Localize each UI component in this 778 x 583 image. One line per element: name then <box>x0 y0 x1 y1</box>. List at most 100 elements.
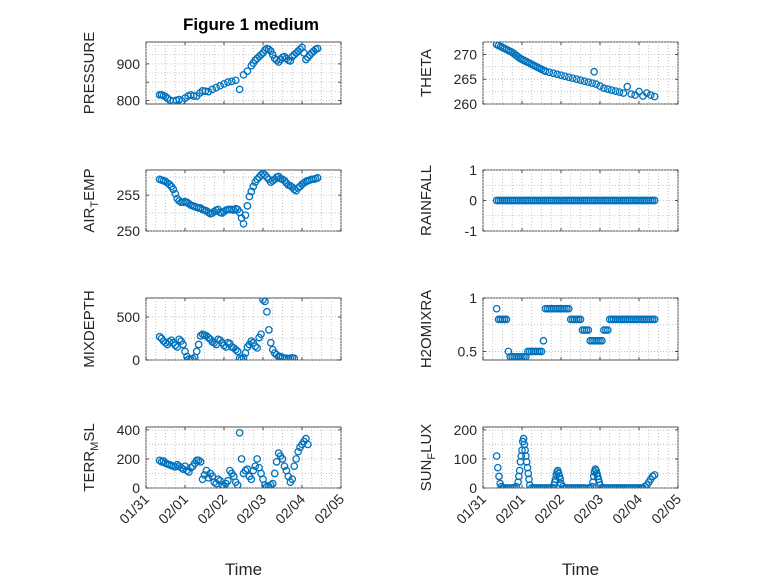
data-point <box>227 77 236 86</box>
data-point <box>261 171 269 179</box>
data-point <box>218 481 226 488</box>
data-point <box>288 475 297 484</box>
data-point <box>603 326 612 334</box>
data-point <box>253 455 261 463</box>
data-point <box>216 81 224 90</box>
data-point <box>264 45 273 54</box>
data-point <box>627 90 636 98</box>
y-tick-label: 200 <box>454 422 478 438</box>
data-point <box>290 354 299 360</box>
data-point <box>596 82 604 90</box>
series-sun_flux <box>492 434 659 488</box>
data-point <box>196 204 205 212</box>
data-point <box>497 482 506 488</box>
data-point <box>302 55 310 64</box>
data-point <box>576 76 585 85</box>
data-point <box>561 72 569 81</box>
data-point <box>266 338 275 347</box>
data-point <box>257 330 265 339</box>
y-tick-label: 0 <box>469 480 477 496</box>
data-point <box>286 57 295 65</box>
data-point <box>257 50 265 59</box>
data-point <box>251 342 260 351</box>
data-point <box>189 92 198 100</box>
data-point <box>194 340 203 349</box>
figure-title: Figure 1 medium <box>183 15 319 34</box>
data-point <box>247 337 256 345</box>
data-point <box>155 332 164 341</box>
y-tick-label: 270 <box>454 46 478 62</box>
x-axis-label: Time <box>562 560 599 579</box>
data-point <box>266 47 275 55</box>
y-tick-label: 400 <box>117 422 141 438</box>
data-point <box>539 336 548 345</box>
data-point <box>249 466 258 475</box>
data-point <box>553 70 561 79</box>
y-tick-label: 265 <box>454 71 478 87</box>
data-point <box>549 69 558 78</box>
data-point <box>300 179 308 187</box>
data-point <box>185 199 193 208</box>
data-point <box>492 304 501 313</box>
series-terr_msl <box>155 428 312 488</box>
data-point <box>194 456 203 465</box>
data-point <box>239 219 248 228</box>
data-point <box>165 338 174 346</box>
data-point <box>263 173 271 182</box>
y-tick-label: 250 <box>117 223 141 239</box>
data-point <box>212 83 221 92</box>
data-point <box>603 85 612 93</box>
data-point <box>169 185 178 194</box>
data-point <box>233 347 242 356</box>
data-point <box>177 463 185 472</box>
data-point <box>650 92 659 101</box>
y-axis-label: RAINFALL <box>418 165 435 236</box>
data-point <box>224 78 232 86</box>
data-point <box>303 53 312 62</box>
data-point <box>290 462 299 471</box>
y-tick-label: 900 <box>117 56 141 72</box>
data-point <box>231 345 240 354</box>
data-point <box>557 71 565 80</box>
data-point <box>623 82 632 91</box>
data-point <box>251 462 260 471</box>
data-point <box>280 176 289 185</box>
data-point <box>576 315 585 324</box>
data-point <box>278 455 287 463</box>
data-point <box>650 315 659 324</box>
data-point <box>201 87 210 96</box>
data-point <box>272 56 281 65</box>
data-point <box>515 466 524 475</box>
axes-theta: 260 265 270 THETA <box>418 41 679 112</box>
axes-air_temp: 250 255 AIRTEMP <box>81 168 342 239</box>
data-point <box>235 85 244 94</box>
series-air_temp <box>155 170 322 228</box>
series-mixdepth <box>155 298 299 360</box>
y-axis-label: PRESSURE <box>81 32 98 115</box>
data-point <box>171 341 180 350</box>
data-point <box>235 428 244 437</box>
data-point <box>220 80 228 88</box>
y-axis-label: SUNFLUX <box>418 424 438 492</box>
data-point <box>187 463 195 472</box>
data-point <box>263 307 271 316</box>
data-point <box>208 85 217 94</box>
data-point <box>216 476 224 485</box>
data-point <box>590 67 599 76</box>
data-point <box>572 75 581 84</box>
data-point <box>305 51 314 59</box>
series-pressure <box>155 43 322 104</box>
data-point <box>650 196 659 205</box>
data-point <box>492 452 501 460</box>
data-point <box>564 73 573 82</box>
data-point <box>646 91 655 99</box>
y-axis-label: TERRMSL <box>81 423 101 491</box>
axes-mixdepth: 0 500 MIXDEPTH <box>81 290 342 368</box>
y-tick-label: 260 <box>454 96 478 112</box>
y-tick-label: -1 <box>465 223 478 239</box>
data-point <box>294 447 302 456</box>
data-point <box>512 482 520 488</box>
data-point <box>266 481 275 488</box>
data-point <box>196 458 205 466</box>
data-point <box>272 458 281 466</box>
